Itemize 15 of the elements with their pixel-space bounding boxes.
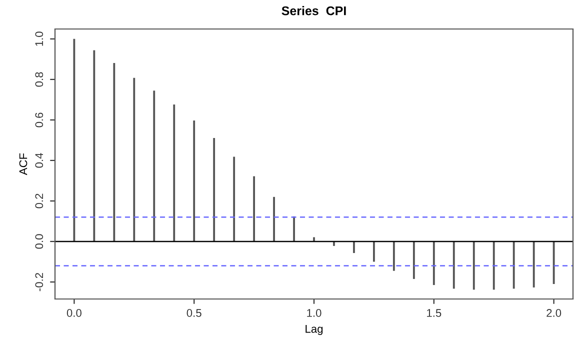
y-tick-label: 0.2 xyxy=(35,194,44,208)
x-tick-label: 0.0 xyxy=(66,309,82,317)
y-tick-label: 0.6 xyxy=(35,112,44,128)
x-tick-label: 1.0 xyxy=(307,309,322,317)
y-tick-label: 0.4 xyxy=(35,153,44,168)
x-tick-label: 1.5 xyxy=(427,309,442,317)
chart-title: Series CPI xyxy=(282,6,346,16)
y-axis-title: ACF xyxy=(19,153,28,176)
y-tick-label: -0.2 xyxy=(35,272,44,292)
y-tick-label: 0.8 xyxy=(35,72,44,87)
x-tick-label: 0.5 xyxy=(186,309,202,317)
x-tick-label: 2.0 xyxy=(546,309,562,317)
y-tick-label: 1.0 xyxy=(35,32,44,46)
x-axis-title: Lag xyxy=(306,325,323,335)
y-tick-label: 0.0 xyxy=(35,234,44,249)
